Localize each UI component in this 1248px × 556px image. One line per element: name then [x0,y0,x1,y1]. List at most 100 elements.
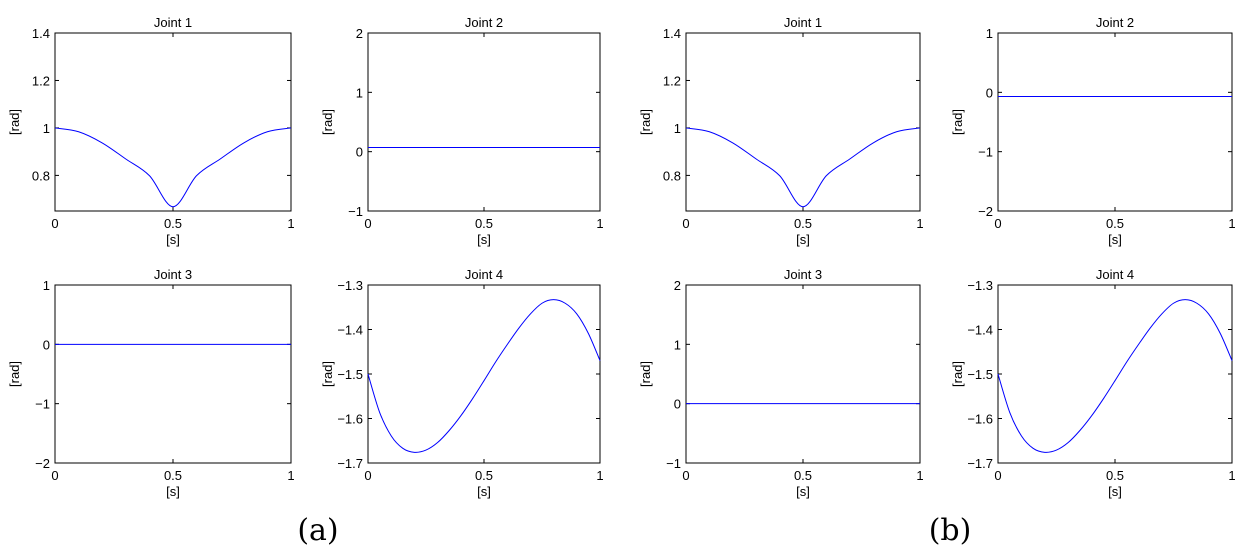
y-tick-label: −1 [978,145,993,160]
axes-frame [367,284,601,464]
caption-a: (a) [297,513,338,548]
x-tick-label: 1 [1228,468,1235,483]
subplot-title: Joint 2 [465,15,503,30]
y-tick-label: −1.4 [967,323,993,338]
axes-frame [685,32,921,212]
x-tick-label: 0 [994,216,1001,231]
x-tick-label: 0.5 [475,468,493,483]
y-tick-label: −2 [35,456,50,471]
subplot-title: Joint 1 [154,15,192,30]
y-axis-label: [rad] [638,361,653,387]
x-tick-label: 1 [287,216,294,231]
y-tick-label: 1.4 [32,26,50,41]
y-tick-label: −1.3 [337,278,363,293]
y-tick-label: −1 [348,204,363,219]
x-axis-label: [s] [166,232,180,247]
y-axis-label: [rad] [7,361,22,387]
y-tick-label: 1.2 [663,73,681,88]
x-tick-label: 1 [916,468,923,483]
subplot-6: 0 0.5 1 −2 −1 0 1 Joint 2 [s] [rad] [950,15,1236,247]
x-tick-label: 1 [287,468,294,483]
x-tick-label: 1 [916,216,923,231]
y-tick-label: 2 [356,26,363,41]
subplot-title: Joint 4 [1096,267,1134,282]
subplot-1: 0 0.5 1 0.8 1 1.2 1.4 Joint 1 [s] [rad] [7,15,295,247]
y-tick-label: 1.4 [663,26,681,41]
subplot-5: 0 0.5 1 0.8 1 1.2 1.4 Joint 1 [s] [rad] [638,15,924,247]
subplot-title: Joint 3 [154,267,192,282]
subplot-4: 0 0.5 1 −1.7 −1.6 −1.5 −1.4 −1.3 Joint 4 [s] [rad] [320,267,604,499]
series-line [997,299,1233,453]
axes-frame [685,284,921,464]
y-axis-label: [rad] [7,109,22,135]
x-axis-label: [s] [477,232,491,247]
y-tick-label: −1.6 [967,412,993,427]
x-tick-label: 0.5 [794,216,812,231]
x-tick-label: 0.5 [1106,468,1124,483]
axes-frame [54,284,292,464]
x-axis-label: [s] [166,484,180,499]
y-axis-label: [rad] [320,361,335,387]
x-axis-label: [s] [796,232,810,247]
y-tick-label: −1.7 [967,456,993,471]
y-tick-label: −1.5 [337,367,363,382]
y-tick-label: 1 [674,121,681,136]
x-tick-label: 1 [1228,216,1235,231]
y-tick-label: −1.4 [337,323,363,338]
x-axis-label: [s] [477,484,491,499]
axes-frame [997,32,1233,212]
x-axis-label: [s] [1108,484,1122,499]
x-tick-label: 0 [682,216,689,231]
subplot-3: 0 0.5 1 −2 −1 0 1 Joint 3 [s] [rad] [7,267,295,499]
x-tick-label: 0 [364,468,371,483]
x-axis-label: [s] [1108,232,1122,247]
x-tick-label: 0.5 [794,468,812,483]
y-tick-label: −2 [978,204,993,219]
axes-frame [54,32,292,212]
y-tick-label: 0 [674,397,681,412]
y-tick-label: −1.6 [337,412,363,427]
y-tick-label: 0.8 [32,168,50,183]
subplot-title: Joint 1 [784,15,822,30]
y-tick-label: 0.8 [663,168,681,183]
y-tick-label: 0 [356,145,363,160]
y-tick-label: 1 [674,337,681,352]
subplot-title: Joint 2 [1096,15,1134,30]
series-line [54,127,292,208]
subplot-title: Joint 3 [784,267,822,282]
y-axis-label: [rad] [950,361,965,387]
y-axis-label: [rad] [950,109,965,135]
y-tick-label: −1.5 [967,367,993,382]
y-tick-label: 1.2 [32,73,50,88]
x-tick-label: 0.5 [475,216,493,231]
x-tick-label: 0 [682,468,689,483]
axes-frame [997,284,1233,464]
x-tick-label: 1 [596,216,603,231]
y-axis-label: [rad] [320,109,335,135]
y-tick-label: 0 [986,85,993,100]
axes-frame [367,32,601,212]
x-tick-label: 1 [596,468,603,483]
x-tick-label: 0.5 [164,216,182,231]
y-tick-label: −1 [666,456,681,471]
y-axis-label: [rad] [638,109,653,135]
x-tick-label: 0 [364,216,371,231]
series-line [367,299,601,453]
x-tick-label: 0 [994,468,1001,483]
x-tick-label: 0.5 [1106,216,1124,231]
y-tick-label: −1.7 [337,456,363,471]
y-tick-label: −1.3 [967,278,993,293]
subplot-8: 0 0.5 1 −1.7 −1.6 −1.5 −1.4 −1.3 Joint 4 [s] [rad] [950,267,1236,499]
x-axis-label: [s] [796,484,810,499]
subplot-title: Joint 4 [465,267,503,282]
series-line [685,127,921,208]
x-tick-label: 0 [51,216,58,231]
y-tick-label: 1 [986,26,993,41]
y-tick-label: 1 [43,121,50,136]
y-tick-label: −1 [35,397,50,412]
y-tick-label: 2 [674,278,681,293]
caption-b: (b) [929,513,972,548]
y-tick-label: 0 [43,337,50,352]
